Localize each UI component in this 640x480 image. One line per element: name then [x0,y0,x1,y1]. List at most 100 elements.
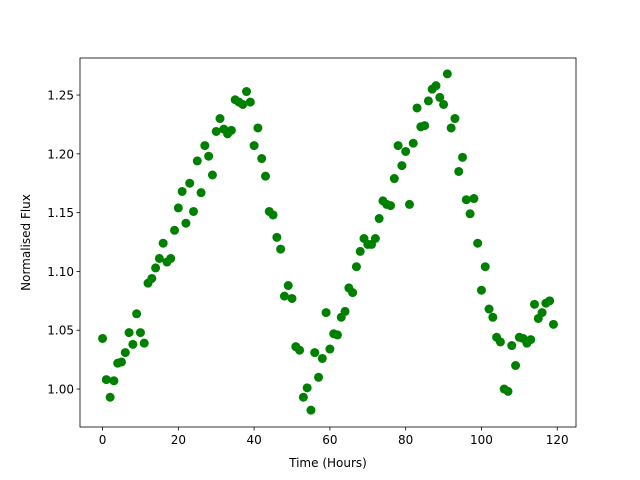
x-axis-label: Time (Hours) [288,456,367,470]
data-point [226,125,236,135]
data-point [351,262,361,272]
data-point [389,174,399,184]
data-point [401,146,411,156]
data-point [181,218,191,228]
data-point [397,161,407,171]
data-point [530,299,540,309]
y-tick-label: 1.05 [47,324,74,338]
data-point [507,341,517,351]
data-point [295,345,305,355]
data-point [465,209,475,219]
x-tick-label: 100 [470,433,493,447]
data-point [188,206,198,216]
data-point [166,253,176,263]
data-point [120,348,130,358]
data-point [196,188,206,198]
y-tick-label: 1.20 [47,147,74,161]
data-point [98,333,108,343]
data-point [545,296,555,306]
data-point [484,304,494,314]
data-point [325,344,335,354]
data-point [469,194,479,204]
data-point [279,291,289,301]
data-point [192,156,202,166]
data-point [420,121,430,131]
data-point [431,81,441,91]
data-point [393,141,403,151]
data-point [101,375,111,385]
data-point [404,199,414,209]
data-point [386,201,396,211]
data-point [321,308,331,318]
data-point [287,293,297,303]
y-axis-label: Normalised Flux [19,194,33,291]
data-point [317,353,327,363]
data-point [450,114,460,124]
data-point [503,386,513,396]
data-point [154,253,164,263]
data-point [374,214,384,224]
data-point [200,141,210,151]
data-point [253,123,263,133]
data-point [211,126,221,136]
data-point [314,372,324,382]
data-point [151,263,161,273]
data-point [283,281,293,291]
x-tick-label: 40 [246,433,261,447]
data-point [310,348,320,358]
data-point [480,262,490,272]
y-tick-label: 1.15 [47,206,74,220]
data-point [242,87,252,97]
data-point [495,337,505,347]
data-point [348,288,358,298]
data-point [215,114,225,124]
data-point [147,273,157,283]
data-point [109,376,119,386]
data-point [355,246,365,256]
data-point [245,97,255,107]
data-point [105,392,115,402]
plot-frame [79,57,577,428]
data-point [412,103,422,113]
data-point [511,361,521,370]
data-point [116,357,126,367]
data-point [488,312,498,322]
data-point [132,309,142,319]
data-point [370,234,380,244]
data-point [446,123,456,133]
data-point [302,383,312,393]
data-point [268,210,278,220]
x-tick-label: 60 [322,433,337,447]
data-point [526,335,536,345]
data-point [458,152,468,162]
data-point [423,96,433,106]
data-point [332,330,342,340]
data-point [238,99,248,109]
data-point [272,232,282,242]
data-point [435,92,445,102]
y-tick-label: 1.10 [47,265,74,279]
x-tick-label: 120 [546,433,569,447]
data-point [276,244,286,254]
data-point [170,225,180,235]
data-point [124,328,134,338]
x-tick-label: 20 [171,433,186,447]
data-point [442,69,452,79]
y-tick-label: 1.00 [47,383,74,397]
data-point [207,170,217,180]
data-point [204,151,214,161]
data-point [408,138,418,148]
data-point [548,319,558,329]
data-point [340,306,350,316]
data-point [177,186,187,196]
data-point [249,141,259,151]
data-point [185,178,195,188]
x-tick-label: 80 [398,433,413,447]
data-point [173,203,183,213]
data-point [439,99,449,109]
data-point [454,166,464,176]
data-point [473,238,483,248]
x-tick-label: 0 [99,433,107,447]
data-point [461,195,471,205]
data-point [135,328,145,338]
